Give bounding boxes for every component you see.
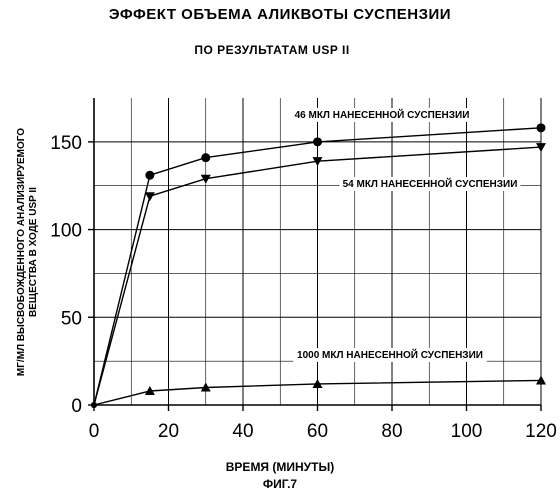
data-point-circle <box>313 137 322 146</box>
x-tick-label: 40 <box>232 421 253 442</box>
x-tick-label: 80 <box>381 421 402 442</box>
y-tick-label: 50 <box>61 308 82 329</box>
origin-point <box>91 402 97 408</box>
x-tick-label: 120 <box>525 421 557 442</box>
series-label-1: 46 МКЛ НАНЕСЕННОЙ СУСПЕНЗИИ <box>295 108 470 121</box>
x-tick-label: 100 <box>451 421 483 442</box>
x-tick-label: 60 <box>307 421 328 442</box>
y-tick-label: 150 <box>50 133 82 154</box>
y-tick-label: 100 <box>50 221 82 242</box>
data-point-circle <box>201 153 210 162</box>
figure-label: ФИГ.7 <box>0 477 560 491</box>
data-point-triangle-down <box>145 192 155 201</box>
y-tick-label: 0 <box>71 396 82 417</box>
series-label-3: 1000 МКЛ НАНЕСЕННОЙ СУСПЕНЗИИ <box>297 348 483 361</box>
data-point-circle <box>537 123 546 132</box>
data-point-circle <box>145 171 154 180</box>
series-label-2: 54 МКЛ НАНЕСЕННОЙ СУСПЕНЗИИ <box>343 177 518 190</box>
x-tick-label: 0 <box>89 421 100 442</box>
x-axis-label: ВРЕМЯ (МИНУТЫ) <box>0 460 560 474</box>
x-tick-label: 20 <box>158 421 179 442</box>
